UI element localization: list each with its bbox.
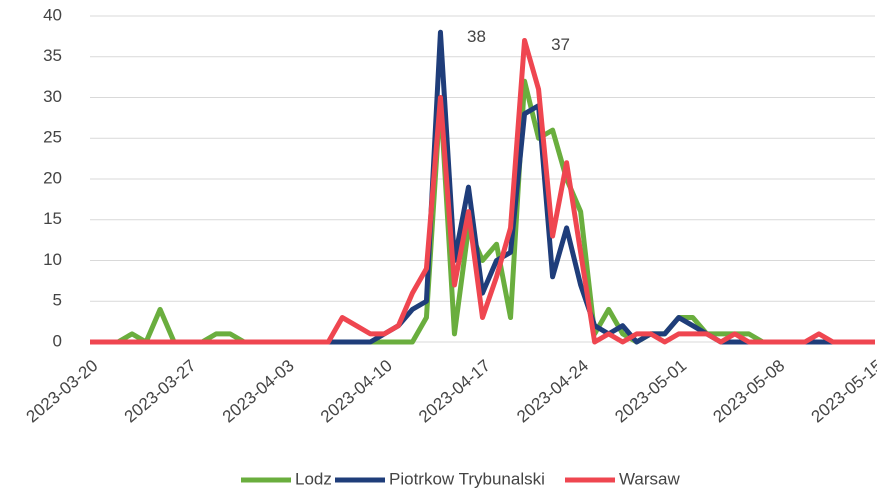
legend-label: Warsaw bbox=[619, 469, 680, 488]
series-line bbox=[90, 37, 875, 345]
x-tick-label: 2023-03-27 bbox=[121, 356, 200, 426]
y-tick-label: 40 bbox=[43, 5, 62, 24]
x-tick-label: 2023-03-20 bbox=[23, 356, 102, 426]
y-tick-label: 25 bbox=[43, 128, 62, 147]
legend-label: Piotrkow Trybunalski bbox=[389, 469, 545, 488]
x-tick-label: 2023-05-08 bbox=[709, 356, 788, 426]
y-tick-label: 15 bbox=[43, 209, 62, 228]
y-tick-label: 5 bbox=[53, 291, 62, 310]
series-line bbox=[90, 78, 875, 345]
y-tick-label: 35 bbox=[43, 46, 62, 65]
annotation: 38 bbox=[467, 27, 486, 46]
y-tick-label: 30 bbox=[43, 87, 62, 106]
x-tick-label: 2023-04-10 bbox=[317, 356, 396, 426]
legend-label: Lodz bbox=[295, 469, 332, 488]
x-tick-label: 2023-04-24 bbox=[513, 356, 592, 426]
series-line bbox=[90, 29, 875, 345]
y-tick-label: 20 bbox=[43, 168, 62, 187]
x-tick-label: 2023-05-15 bbox=[808, 356, 877, 426]
y-tick-label: 0 bbox=[53, 331, 62, 350]
x-tick-label: 2023-05-01 bbox=[611, 356, 690, 426]
annotation: 37 bbox=[551, 35, 570, 54]
x-tick-label: 2023-04-17 bbox=[415, 356, 494, 426]
x-tick-label: 2023-04-03 bbox=[219, 356, 298, 426]
y-tick-label: 10 bbox=[43, 250, 62, 269]
